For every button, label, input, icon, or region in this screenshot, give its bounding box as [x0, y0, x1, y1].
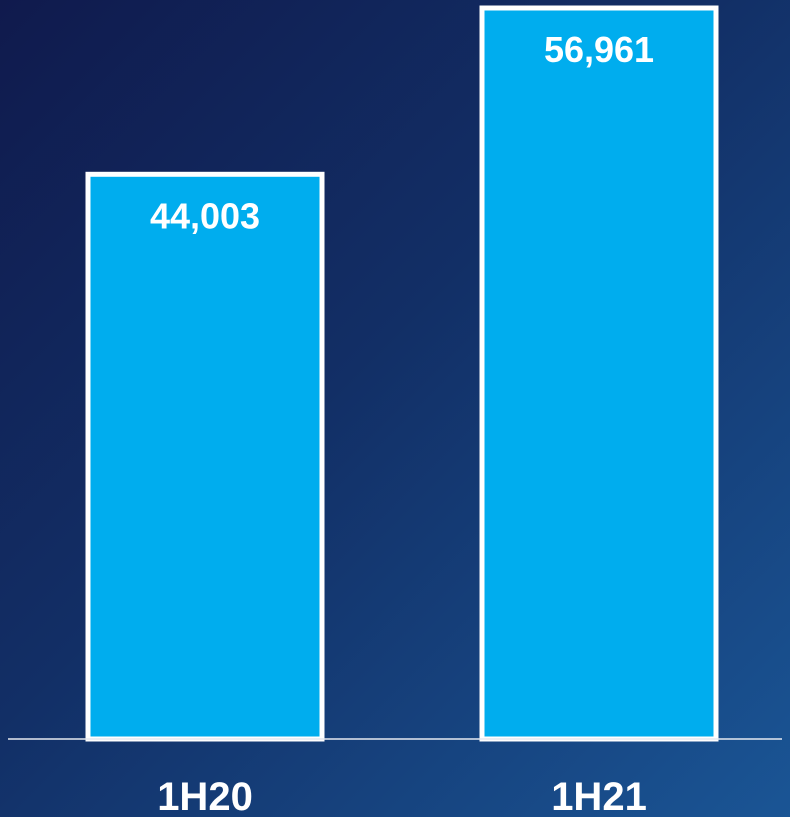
value-label-1h21: 56,961 — [544, 29, 654, 70]
category-label-1h21: 1H21 — [551, 775, 647, 817]
bar-1h21 — [479, 5, 719, 742]
value-label-1h20: 44,003 — [150, 195, 260, 236]
bar-1h20 — [85, 171, 325, 742]
labels-layer: 44,003 1H20 56,961 1H21 — [150, 29, 654, 817]
bars-layer — [85, 5, 719, 742]
category-label-1h20: 1H20 — [157, 775, 253, 817]
